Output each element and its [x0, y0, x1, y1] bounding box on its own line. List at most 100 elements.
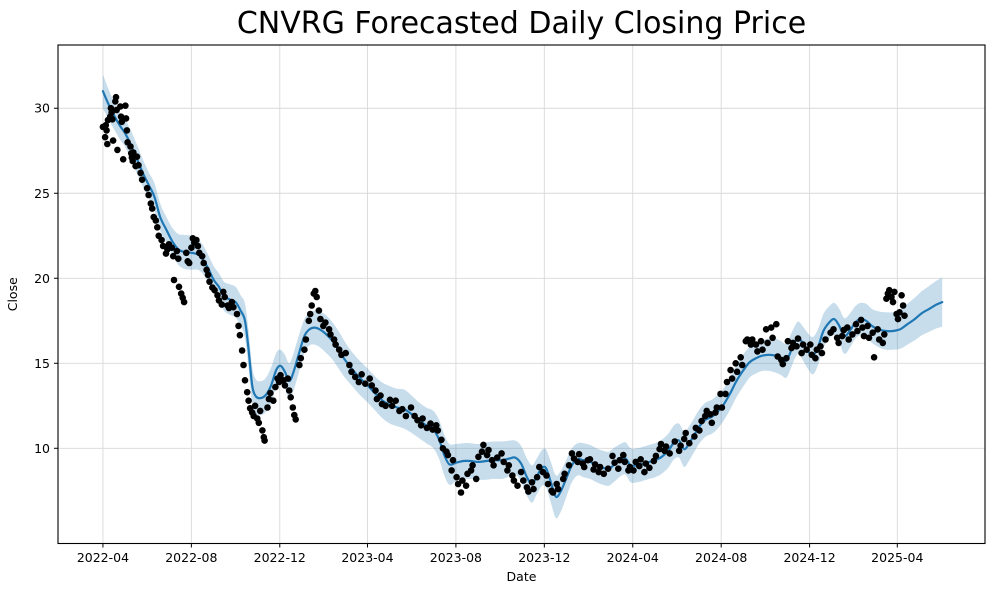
data-point [444, 451, 452, 459]
x-tick-label: 2022-04 [77, 550, 129, 565]
data-point [348, 368, 355, 376]
data-point [313, 293, 321, 301]
plot-frame [57, 44, 986, 545]
data-point [559, 475, 567, 483]
data-point [616, 456, 623, 464]
data-point [203, 266, 210, 274]
data-point [261, 437, 268, 444]
x-tick-label: 2023-12 [518, 550, 570, 565]
data-point [812, 354, 819, 362]
data-point [119, 156, 127, 163]
data-point [641, 468, 648, 476]
data-point [727, 366, 734, 374]
data-point [330, 336, 338, 343]
data-point [327, 331, 334, 338]
data-point [783, 354, 790, 362]
data-point [138, 176, 146, 183]
scatter-points [99, 93, 908, 496]
data-point [449, 456, 457, 464]
data-point [459, 477, 466, 484]
data-point [769, 334, 776, 342]
x-tick-label: 2023-08 [430, 550, 482, 565]
data-point [543, 472, 550, 479]
data-point [621, 458, 629, 466]
data-point [744, 336, 751, 343]
data-point [600, 470, 608, 478]
data-point [419, 415, 426, 422]
data-point [565, 462, 573, 469]
data-point [264, 404, 271, 411]
data-point [238, 347, 246, 354]
data-point [109, 116, 116, 123]
data-point [114, 146, 121, 154]
data-point [533, 473, 541, 481]
data-point [342, 349, 350, 357]
y-axis-label: Close [5, 277, 20, 311]
data-point [879, 339, 887, 347]
data-point [817, 343, 824, 350]
data-point [713, 404, 721, 411]
x-axis: 2022-04 2022-08 2022-12 2023-04 2023-08 2023-… [77, 543, 923, 565]
y-tick-label: 10 [34, 441, 50, 456]
data-point [852, 320, 860, 328]
data-point [723, 378, 731, 386]
data-point [845, 336, 852, 343]
data-point [500, 458, 508, 466]
data-point [122, 115, 130, 122]
data-point [101, 133, 109, 141]
data-point [682, 429, 689, 437]
data-point [504, 467, 511, 474]
data-point [170, 276, 178, 284]
data-point [270, 397, 277, 405]
data-point [835, 339, 842, 347]
data-point [733, 368, 741, 376]
data-point [798, 349, 805, 357]
data-point [388, 402, 396, 410]
data-point [865, 334, 873, 342]
data-point [183, 249, 190, 257]
data-point [122, 102, 129, 109]
data-point [206, 278, 213, 286]
data-point [738, 361, 746, 369]
data-point [671, 438, 679, 445]
x-tick-label: 2023-04 [341, 550, 393, 565]
data-point [788, 344, 795, 352]
x-tick-label: 2025-04 [871, 550, 923, 565]
data-point [135, 161, 142, 169]
data-point [869, 329, 876, 337]
data-point [218, 301, 226, 308]
data-point [712, 409, 719, 416]
data-point [488, 456, 496, 464]
data-point [386, 396, 394, 404]
data-point [129, 157, 136, 165]
data-point [221, 293, 228, 301]
data-point [530, 485, 537, 493]
data-point [889, 298, 897, 306]
data-point [259, 427, 266, 434]
data-point [759, 346, 766, 354]
data-point [604, 465, 612, 473]
data-point [807, 341, 814, 348]
data-point [717, 390, 724, 398]
data-point [453, 473, 460, 481]
data-point [803, 346, 810, 354]
data-point [152, 217, 160, 224]
data-point [650, 457, 658, 465]
data-point [158, 236, 165, 244]
data-point [574, 458, 581, 466]
data-point [392, 397, 400, 405]
data-point [675, 447, 683, 455]
data-point [737, 354, 744, 361]
x-axis-label: Date [507, 569, 537, 584]
grid-lines [58, 45, 985, 544]
data-point [434, 427, 442, 434]
data-point [901, 312, 908, 320]
data-point [652, 452, 660, 460]
data-point [284, 375, 292, 382]
data-point [554, 485, 562, 493]
data-point [308, 302, 316, 309]
data-point [366, 375, 374, 382]
data-point [168, 244, 176, 251]
